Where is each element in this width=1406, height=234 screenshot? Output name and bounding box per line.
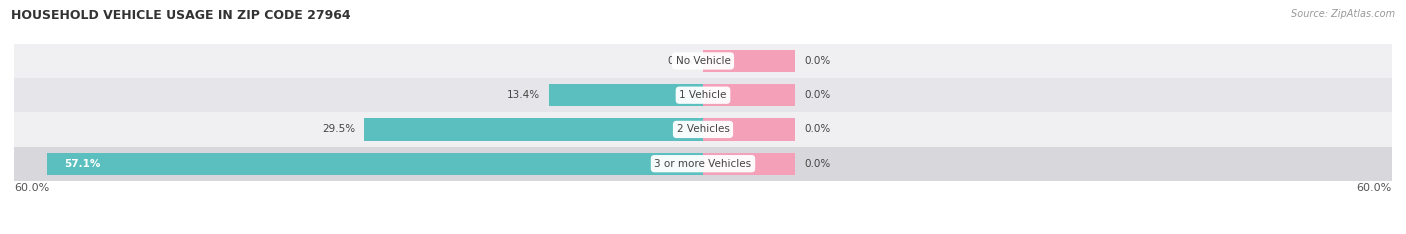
Bar (703, 50, 794, 72)
Text: Source: ZipAtlas.com: Source: ZipAtlas.com (1291, 9, 1395, 19)
Bar (364, 118, 703, 141)
Bar (14, 44, 1392, 78)
Text: 13.4%: 13.4% (506, 90, 540, 100)
Bar (703, 84, 794, 106)
Text: 0.0%: 0.0% (804, 124, 831, 135)
Text: 3 or more Vehicles: 3 or more Vehicles (654, 159, 752, 169)
Text: 0.0%: 0.0% (804, 56, 831, 66)
Text: 29.5%: 29.5% (322, 124, 356, 135)
Bar (14, 146, 1392, 181)
Text: 0.0%: 0.0% (804, 159, 831, 169)
Text: 2 Vehicles: 2 Vehicles (676, 124, 730, 135)
Text: 57.1%: 57.1% (65, 159, 101, 169)
Bar (14, 78, 1392, 112)
Bar (703, 118, 794, 141)
Text: 60.0%: 60.0% (1357, 183, 1392, 193)
Text: 0.0%: 0.0% (668, 56, 693, 66)
Bar (703, 153, 794, 175)
Bar (48, 153, 703, 175)
Text: No Vehicle: No Vehicle (675, 56, 731, 66)
Bar (14, 112, 1392, 146)
Bar (550, 84, 703, 106)
Text: 60.0%: 60.0% (14, 183, 49, 193)
Text: 0.0%: 0.0% (804, 90, 831, 100)
Text: HOUSEHOLD VEHICLE USAGE IN ZIP CODE 27964: HOUSEHOLD VEHICLE USAGE IN ZIP CODE 2796… (11, 9, 352, 22)
Text: 1 Vehicle: 1 Vehicle (679, 90, 727, 100)
